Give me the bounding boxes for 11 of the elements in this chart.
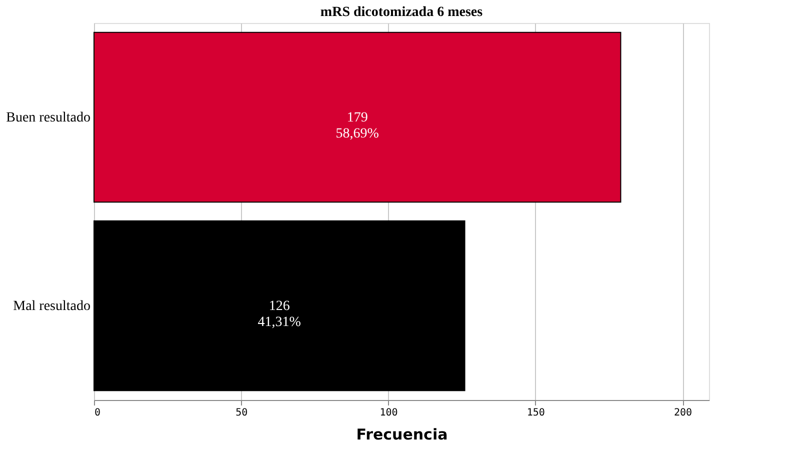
x-tick-label: 0 [94, 408, 101, 418]
x-axis-title: Frecuencia [356, 426, 448, 444]
y-tick-label: Mal resultado [13, 298, 90, 314]
x-tick-label: 100 [380, 408, 398, 418]
x-tick-label: 150 [526, 408, 545, 418]
x-tick-label: 200 [674, 408, 692, 418]
data-label: 126 41,31% [258, 298, 302, 330]
y-tick-label: Buen resultado [6, 110, 90, 126]
chart-title: mRS dicotomizada 6 meses [320, 5, 484, 20]
data-label: 179 58,69% [336, 110, 380, 142]
x-tick-label: 50 [236, 408, 248, 418]
